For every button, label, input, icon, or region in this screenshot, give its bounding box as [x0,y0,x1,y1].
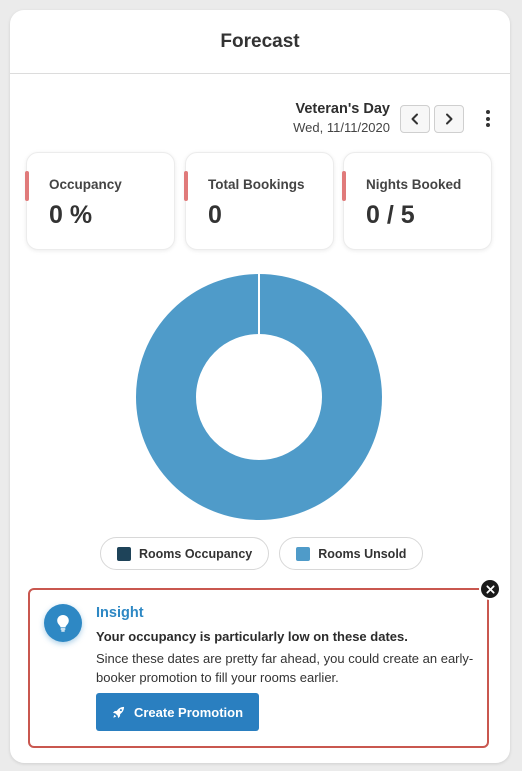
legend-item-rooms-unsold[interactable]: Rooms Unsold [279,537,424,570]
page-title: Forecast [220,30,300,52]
create-promotion-label: Create Promotion [133,704,244,720]
close-insight-button[interactable] [479,578,501,600]
legend-swatch [117,546,131,561]
chevron-left-icon [411,113,418,124]
card-header: Forecast [10,10,510,74]
stat-card-occupancy: Occupancy 0 % [25,152,175,250]
event-date: Wed, 11/11/2020 [293,120,390,135]
stat-accent-bar [184,171,188,201]
event-name: Veteran's Day [295,101,390,117]
legend-label: Rooms Occupancy [139,546,253,561]
legend-label: Rooms Unsold [318,546,407,561]
date-label: Veteran's Day Wed, 11/11/2020 [293,100,390,137]
legend-swatch [296,546,311,561]
create-promotion-button[interactable]: Create Promotion [96,693,259,731]
stat-label: Nights Booked [366,177,462,192]
legend-item-rooms-occupancy[interactable]: Rooms Occupancy [100,537,270,570]
kebab-menu-icon [486,116,490,121]
chart-legend: Rooms Occupancy Rooms Unsold [100,537,433,570]
stat-value: 0 % [49,201,93,229]
forecast-card: Forecast Veteran's Day Wed, 11/11/2020 O… [10,10,510,763]
stat-label: Total Bookings [208,177,305,192]
insight-body: Since these dates are pretty far ahead, … [96,651,474,685]
stat-label: Occupancy [49,177,122,192]
close-icon [485,584,495,594]
insight-icon-badge [44,604,82,642]
occupancy-donut-chart [136,274,382,520]
kebab-menu-icon [486,122,490,127]
stat-value: 0 / 5 [366,201,415,229]
more-options-button[interactable] [478,105,498,133]
insight-panel: Insight Your occupancy is particularly l… [28,578,501,748]
stat-card-total-bookings: Total Bookings 0 [184,152,334,250]
stat-accent-bar [342,171,346,201]
date-navigation: Veteran's Day Wed, 11/11/2020 [293,100,498,137]
next-date-button[interactable] [434,104,464,133]
insight-headline: Your occupancy is particularly low on th… [96,629,408,644]
lightbulb-icon [57,615,69,632]
kebab-menu-icon [486,110,490,115]
stat-accent-bar [25,171,29,201]
insight-title: Insight [96,605,144,621]
rocket-icon [112,706,125,718]
stat-card-nights-booked: Nights Booked 0 / 5 [342,152,492,250]
stat-value: 0 [208,201,222,229]
previous-date-button[interactable] [400,104,430,133]
chevron-right-icon [446,113,453,124]
